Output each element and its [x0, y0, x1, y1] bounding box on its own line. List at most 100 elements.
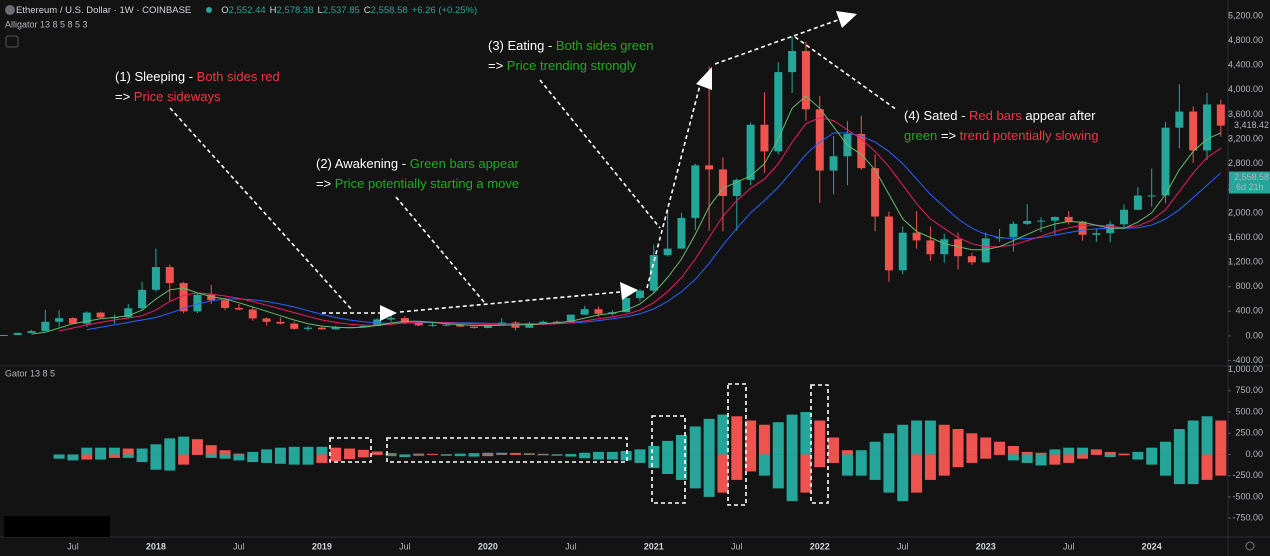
candle-body	[68, 318, 77, 324]
gator-bar	[662, 440, 674, 455]
highlight-box	[386, 437, 628, 463]
gator-bar	[883, 433, 895, 455]
gator-bar	[1173, 454, 1185, 485]
annotation-text: Price trending strongly	[507, 58, 637, 73]
gator-bar	[191, 439, 203, 455]
x-tick-label: 2020	[478, 541, 498, 551]
arrow-head	[696, 67, 712, 90]
gator-bar	[454, 454, 466, 457]
alligator-line	[86, 132, 1222, 331]
annotation-text: (4) Sated -	[904, 108, 969, 123]
y-tick-label: 2,000.00	[1228, 207, 1263, 217]
candle-body	[1147, 195, 1156, 197]
candle-body	[1133, 195, 1142, 210]
annotation-text: (3) Eating -	[488, 38, 556, 53]
candle-body	[442, 324, 451, 326]
arrow-head	[620, 282, 638, 300]
x-tick-label: Jul	[731, 541, 743, 551]
gator-bar	[1160, 454, 1172, 476]
annotation: => Price sideways	[115, 89, 221, 104]
gator-bar	[81, 447, 93, 455]
gator-bar	[938, 454, 950, 476]
gator-bar	[510, 454, 522, 455]
gator-bar	[1215, 420, 1227, 455]
gator-bar	[717, 414, 729, 455]
collapse-button[interactable]	[5, 35, 19, 48]
gator-bar	[1104, 454, 1116, 458]
gator-bar	[980, 437, 992, 455]
candle-body	[428, 324, 437, 326]
gator-bar	[261, 454, 273, 463]
ohlc-label: O	[221, 5, 228, 16]
countdown: 6d 21h	[1236, 182, 1264, 192]
candle-body	[470, 326, 479, 328]
candle-body	[566, 314, 575, 323]
x-tick-label: 2022	[810, 541, 830, 551]
gator-bar	[1215, 454, 1227, 476]
highlight-box	[329, 437, 372, 463]
gator-bar	[800, 454, 812, 493]
gator-bar	[952, 454, 964, 468]
gator-bar	[1173, 429, 1185, 455]
annotation-graphics	[169, 11, 898, 506]
candle-body	[649, 255, 658, 291]
candle-body	[635, 290, 644, 299]
gator-bar	[385, 454, 397, 457]
candle-body	[663, 248, 672, 256]
candle-body	[13, 332, 22, 335]
gator-bar	[772, 454, 784, 489]
gator-bar	[496, 452, 508, 455]
candle-body	[967, 256, 976, 263]
gator-bar	[247, 451, 259, 455]
gator-bar	[440, 454, 452, 455]
pointer	[395, 196, 485, 303]
candle-body	[746, 124, 755, 180]
gator-bar	[565, 454, 577, 457]
candle-body	[829, 156, 838, 171]
candle-body	[96, 312, 105, 318]
gator-bar	[1035, 452, 1047, 455]
symbol-name: Ethereum / U.S. Dollar · 1W · COINBASE	[16, 5, 191, 16]
candle-body	[898, 232, 907, 271]
candle-body	[359, 325, 368, 328]
x-tick-label: Jul	[67, 541, 79, 551]
x-tick-label: Jul	[565, 541, 577, 551]
gator-bar	[1021, 454, 1033, 463]
settings-button[interactable]	[1245, 541, 1255, 551]
gator-bar	[648, 445, 660, 455]
gator-bar	[1077, 454, 1089, 459]
pointer	[539, 79, 661, 229]
candle-body	[718, 169, 727, 196]
candle-body	[1175, 111, 1184, 128]
gator-bar	[869, 441, 881, 455]
candle-body	[940, 239, 949, 255]
candle-body	[414, 322, 423, 326]
gator-bar	[274, 447, 286, 455]
gator-bar	[191, 454, 203, 455]
candle-body	[525, 323, 534, 328]
candle-body	[1216, 104, 1225, 126]
gator-bar	[565, 454, 577, 455]
gator-bar	[537, 454, 549, 456]
candle-body	[1092, 233, 1101, 235]
candle-body	[483, 324, 492, 328]
y-tick-label: 800.00	[1235, 281, 1263, 291]
annotation-text: (1) Sleeping -	[115, 69, 197, 84]
gator-bar	[772, 422, 784, 455]
gator-bar	[938, 424, 950, 455]
gator-bar	[1007, 454, 1019, 461]
gator-bar	[274, 454, 286, 464]
candle-body	[262, 318, 271, 322]
candle-body	[41, 321, 50, 332]
gator-bar	[178, 454, 190, 465]
gator-bar	[1049, 449, 1061, 455]
gator-bar	[510, 452, 522, 455]
gator-bar	[911, 454, 923, 493]
annotation: (1) Sleeping - Both sides red	[115, 69, 280, 84]
gator-bar	[786, 454, 798, 502]
gator-bar	[689, 426, 701, 455]
annotation-text: trend potentially slowing	[960, 128, 1099, 143]
symbol-icon	[5, 5, 15, 15]
candle-body	[304, 327, 313, 329]
gator-bar	[855, 454, 867, 476]
